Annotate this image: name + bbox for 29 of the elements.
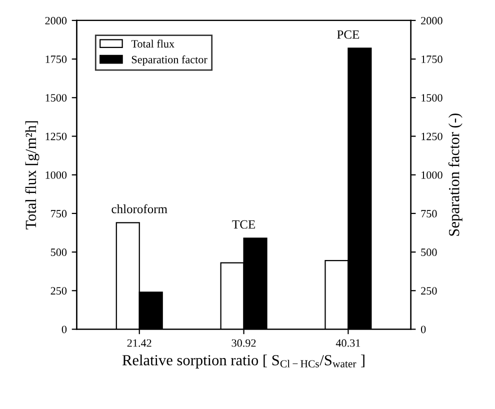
y-tick-label: 500 <box>50 248 67 256</box>
y2-tick-label: 1500 <box>422 94 442 102</box>
annotation: PCE <box>337 30 360 39</box>
y2-tick-label: 0 <box>420 326 426 334</box>
y-tick-label: 1750 <box>46 56 67 64</box>
x-tick-label: 21.42 <box>127 339 152 347</box>
y-tick-label: 2000 <box>45 16 67 24</box>
x-tick-label: 30.92 <box>232 339 256 347</box>
y2-tick-label: 750 <box>421 210 437 218</box>
x-axis-title: Relative sorption ratio [ S$_{Cl−HCs}$/S$_{water}$ ] <box>122 354 364 368</box>
y2-tick-label: 2000 <box>421 16 442 24</box>
y2-tick-label: 500 <box>421 248 437 256</box>
y2-tick-label: 1000 <box>422 171 442 179</box>
annotation: chloroform <box>112 204 168 214</box>
annotation: TCE <box>232 220 255 229</box>
y2-tick-label: 1250 <box>422 132 442 140</box>
y-tick-label: 250 <box>50 287 67 295</box>
legend-label: Total flux <box>131 40 174 48</box>
y2-tick-label: 250 <box>421 287 437 295</box>
legend-label: Separation factor <box>132 55 208 66</box>
y-tick-label: 750 <box>51 210 67 218</box>
y-tick-label: 1250 <box>46 132 67 140</box>
y-tick-label: 1500 <box>46 94 67 102</box>
y2-axis-title: Separation factor (-) <box>448 114 462 236</box>
y2-tick-label: 1750 <box>422 56 442 64</box>
y-tick-label: 1000 <box>46 171 67 179</box>
x-tick-label: 40.31 <box>336 339 360 347</box>
y-tick-label: 0 <box>62 326 67 334</box>
y-axis-title: Total flux [g/m²h] <box>25 121 40 230</box>
